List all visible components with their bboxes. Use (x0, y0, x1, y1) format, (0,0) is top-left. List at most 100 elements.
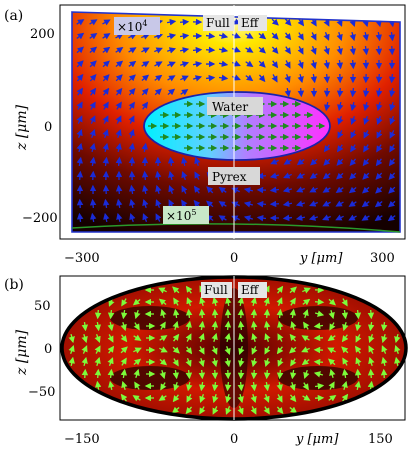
pyrex-field-arrow (89, 74, 97, 82)
pyrex-field-arrow (166, 47, 177, 54)
pyrex-field-arrow (375, 158, 383, 167)
pyrex-field-arrow (102, 101, 109, 110)
acoustic-field-arrow (237, 296, 244, 307)
pyrex-field-arrow (322, 186, 331, 193)
panel-a-pyrex-arrows (76, 17, 396, 223)
acoustic-field-arrow (211, 357, 218, 368)
pyrex-field-arrow (218, 32, 229, 39)
acoustic-field-arrow (107, 345, 115, 354)
acoustic-field-arrow (263, 308, 271, 319)
acoustic-field-arrow (94, 345, 101, 354)
pyrex-field-arrow (350, 101, 357, 112)
acoustic-field-arrow (381, 333, 388, 344)
acoustic-field-arrow (108, 380, 115, 391)
acoustic-field-arrow (367, 321, 375, 332)
pyrex-field-arrow (336, 45, 343, 56)
acoustic-field-arrow (185, 369, 193, 380)
pyrex-field-arrow (115, 87, 123, 96)
acoustic-field-arrow (238, 346, 245, 355)
pyrex-field-arrow (102, 87, 110, 96)
acoustic-field-arrow (342, 321, 349, 332)
acoustic-field-arrow (211, 320, 219, 331)
pyrex-field-arrow (115, 47, 124, 54)
pyrex-field-arrow (310, 59, 317, 70)
full-tag-b: Full (204, 283, 228, 297)
acoustic-field-arrow (159, 321, 166, 330)
acoustic-field-arrow (81, 345, 88, 354)
pyrex-field-arrow (271, 18, 279, 26)
acoustic-field-arrow (120, 357, 127, 366)
pyrex-field-arrow (76, 142, 83, 153)
pyrex-field-arrow (89, 198, 97, 209)
pyrex-field-arrow (324, 101, 331, 112)
acoustic-field-arrow (341, 298, 348, 307)
pyrex-field-arrow (374, 214, 383, 221)
acoustic-field-arrow (81, 356, 88, 367)
pyrex-field-arrow (362, 172, 370, 180)
pyrex-field-arrow (310, 73, 318, 84)
pyrex-field-arrow (154, 47, 163, 54)
pyrex-field-arrow (205, 32, 216, 40)
acoustic-field-arrow (289, 286, 297, 294)
scale-top: ×104 (117, 19, 147, 34)
pyrex-field-arrow (297, 60, 304, 69)
bottom-contour (71, 223, 401, 233)
pyrex-field-arrow (115, 60, 124, 68)
acoustic-field-arrow (328, 394, 337, 402)
pyrex-field-arrow (115, 101, 122, 110)
pyrex-field-arrow (155, 199, 162, 208)
pyrex-field-arrow (258, 60, 266, 68)
pyrex-field-arrow (349, 59, 357, 70)
acoustic-field-arrow (132, 298, 141, 306)
pyrex-field-arrow (218, 46, 229, 53)
acoustic-field-arrow (107, 334, 114, 343)
acoustic-field-arrow (301, 335, 310, 342)
acoustic-field-arrow (186, 297, 193, 306)
pyrex-field-arrow (128, 47, 137, 54)
pyrex-field-arrow (349, 172, 357, 180)
panel-b-xtick-0: 0 (230, 432, 238, 447)
pyrex-field-arrow (89, 142, 96, 153)
pyrex-field-arrow (102, 198, 110, 209)
acoustic-field-arrow (367, 380, 375, 391)
pyrex-field-arrow (336, 172, 344, 180)
acoustic-field-arrow (133, 368, 140, 379)
pyrex-field-arrow (76, 170, 84, 181)
pyrex-field-arrow (258, 46, 266, 54)
pyrex-field-arrow (362, 45, 370, 56)
pyrex-field-arrow (389, 144, 396, 153)
acoustic-field-arrow (276, 308, 284, 319)
acoustic-field-arrow (355, 357, 362, 366)
pyrex-field-arrow (180, 89, 189, 96)
acoustic-field-arrow (355, 334, 362, 343)
acoustic-field-arrow (251, 332, 258, 343)
pyrex-field-arrow (376, 116, 383, 125)
pyrex-field-arrow (297, 32, 304, 41)
acoustic-field-arrow (107, 309, 115, 320)
acoustic-field-arrow (263, 369, 271, 380)
acoustic-field-arrow (94, 334, 101, 343)
acoustic-field-arrow (250, 393, 257, 404)
pyrex-field-arrow (337, 130, 344, 139)
pyrex-field-arrow (284, 32, 292, 41)
acoustic-field-arrow (224, 320, 232, 331)
acoustic-field-arrow (394, 356, 401, 367)
acoustic-field-arrow (276, 297, 283, 306)
pyrex-field-arrow (218, 186, 227, 194)
panel-a-xtick-m300: −300 (64, 251, 100, 266)
pyrex-field-arrow (141, 47, 150, 54)
eff-tag-a: Eff (241, 16, 260, 30)
pyrex-field-arrow (192, 75, 203, 82)
acoustic-field-arrow (264, 333, 271, 342)
acoustic-field-arrow (250, 296, 257, 307)
acoustic-field-arrow (367, 309, 375, 320)
pyrex-field-arrow (362, 158, 370, 167)
acoustic-field-arrow (289, 369, 297, 380)
acoustic-field-arrow (160, 308, 167, 319)
pyrex-field-arrow (310, 46, 317, 55)
pyrex-field-arrow (295, 214, 306, 221)
acoustic-field-arrow (172, 346, 180, 354)
pyrex-field-arrow (349, 45, 356, 56)
pyrex-field-arrow (269, 172, 280, 179)
pyrex-field-arrow (205, 74, 216, 82)
